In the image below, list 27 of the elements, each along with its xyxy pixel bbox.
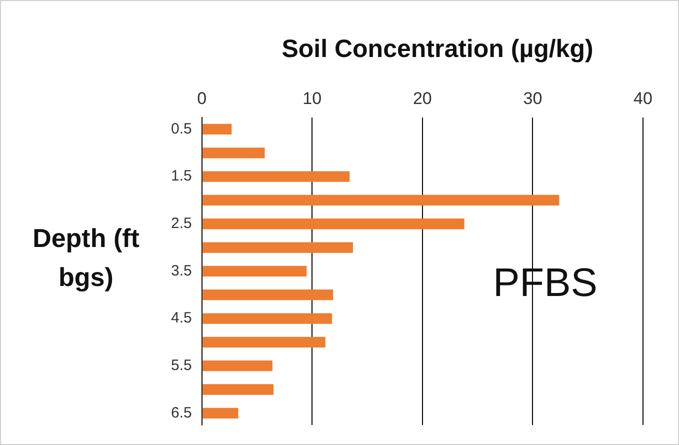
y-tick-label: 4.5 bbox=[170, 310, 192, 327]
y-tick-label: 6.5 bbox=[170, 404, 192, 422]
y-tick-label: 3.5 bbox=[170, 262, 192, 280]
x-tick-label: 10 bbox=[302, 88, 322, 108]
bar bbox=[202, 360, 272, 372]
y-tick-label: 5.5 bbox=[170, 356, 192, 374]
y-tick-label: 0.5 bbox=[170, 120, 192, 138]
bar bbox=[202, 194, 560, 206]
bar bbox=[202, 266, 307, 277]
bar bbox=[202, 384, 274, 395]
bar bbox=[202, 148, 265, 158]
x-tick-label: 0 bbox=[197, 88, 207, 108]
x-tick-label: 30 bbox=[523, 88, 542, 108]
x-axis-title: Soil Concentration (µg/kg) bbox=[280, 35, 594, 64]
y-tick-label: 1.5 bbox=[170, 168, 192, 185]
bar bbox=[202, 408, 238, 418]
y-tick-label: 2.5 bbox=[170, 215, 192, 232]
bar bbox=[202, 242, 353, 253]
bar bbox=[202, 336, 326, 348]
bar bbox=[202, 313, 332, 324]
y-axis-title: Depth (ft bgs) bbox=[32, 222, 140, 294]
bar bbox=[202, 124, 232, 135]
x-tick-label: 20 bbox=[412, 88, 432, 108]
bar bbox=[202, 290, 334, 300]
bar bbox=[202, 171, 350, 182]
x-tick-label: 40 bbox=[634, 88, 652, 108]
bar bbox=[202, 218, 464, 230]
